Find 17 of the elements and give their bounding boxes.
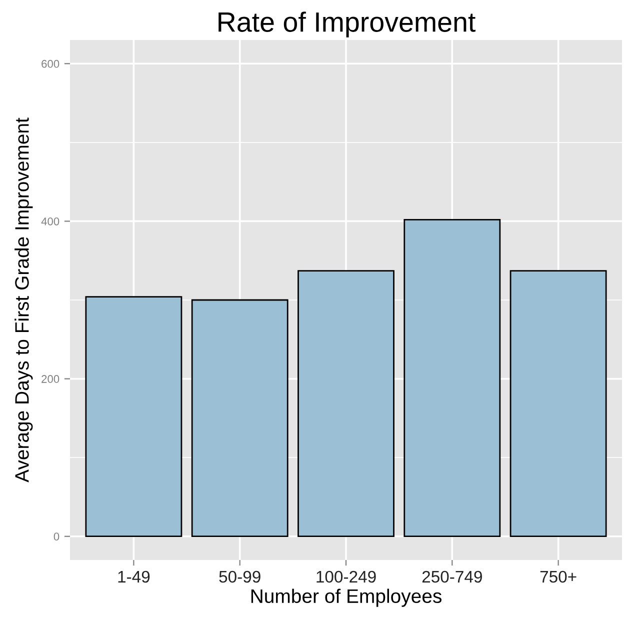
bar [404,218,501,538]
x-tick-label: 50-99 [219,570,260,583]
y-tick-label: 600 [42,60,60,68]
x-tick-label: 250-749 [422,570,482,583]
x-tick-label: 100-249 [316,570,376,583]
y-tick-label: 0 [54,532,60,540]
y-tick-label: 400 [41,217,60,226]
x-axis-title: Number of Employees [251,588,442,607]
bar [298,270,394,538]
x-tick-label: 1-49 [118,570,150,583]
bar [85,296,182,538]
x-tick-label: 750+ [540,570,576,583]
y-axis-title: Average Days to First Grade Improvement [14,118,33,482]
bar [191,299,288,538]
chart-title: Rate of Improvement [218,12,476,38]
bar [510,270,607,538]
y-tick-label: 200 [42,375,60,383]
